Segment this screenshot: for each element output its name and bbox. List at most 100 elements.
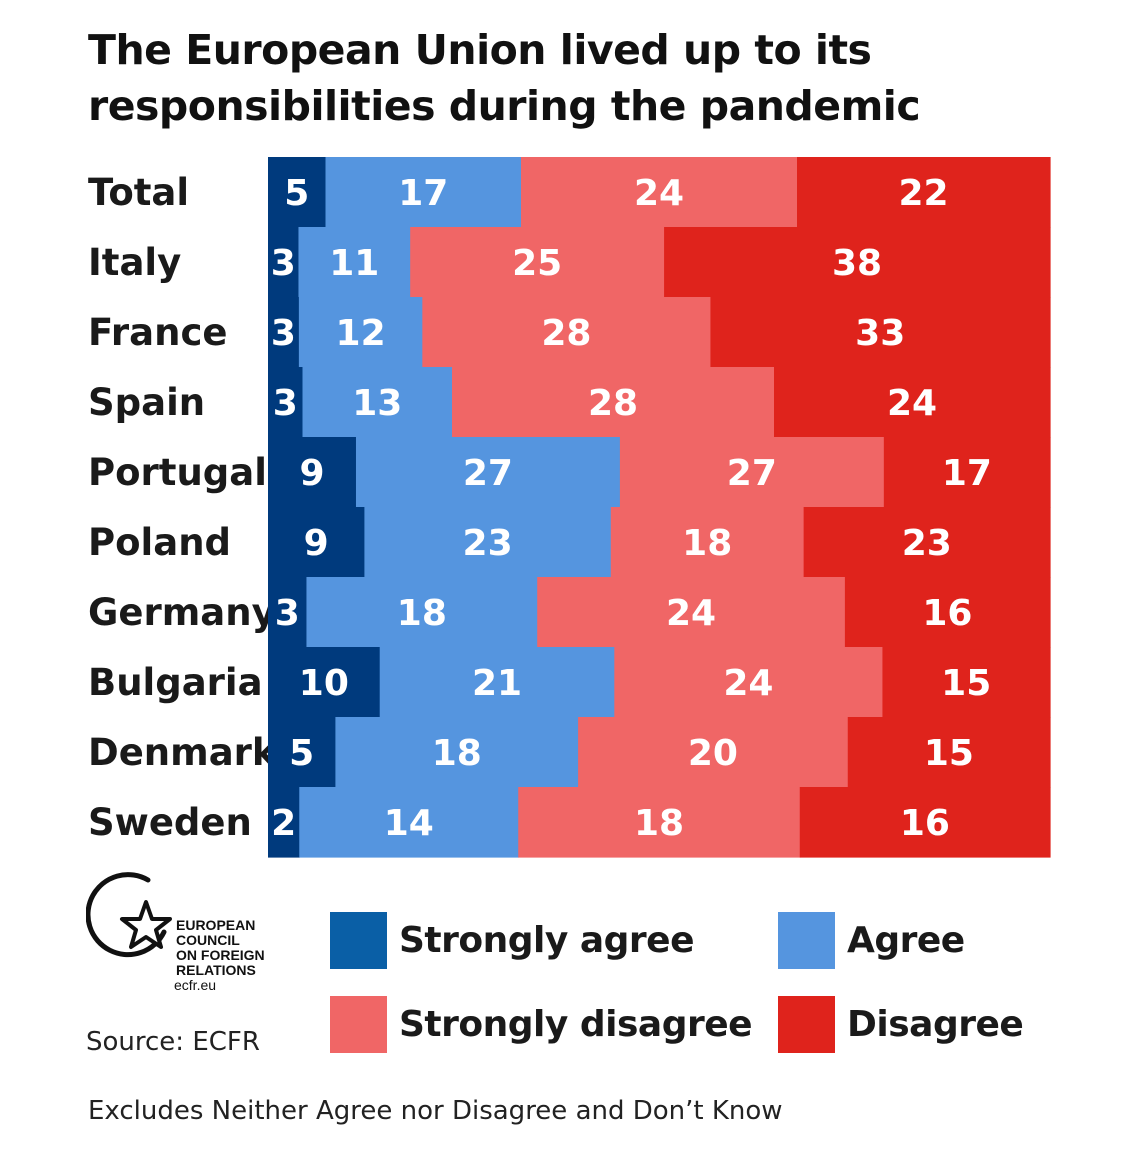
data-label: 18 xyxy=(634,803,684,844)
bar-segment-agree xyxy=(298,227,411,298)
stacked-bar-chart: Total Italy France Spain Portugal Poland Germa… xyxy=(88,157,1051,858)
data-label: 9 xyxy=(299,453,324,494)
data-label: 3 xyxy=(273,383,298,424)
data-label: 23 xyxy=(902,523,952,564)
category-label: Sweden xyxy=(88,801,252,844)
bar-segment-agree xyxy=(355,437,621,508)
bar-segment-agree xyxy=(299,787,519,858)
category-label: France xyxy=(88,311,228,354)
bar-segment-strongly-agree xyxy=(268,437,357,508)
data-label: 28 xyxy=(588,383,638,424)
data-label: 2 xyxy=(271,803,296,844)
bar-segment-agree xyxy=(298,297,423,368)
bar-segment-agree xyxy=(306,577,538,648)
bar-segment-strongly-agree xyxy=(268,507,366,578)
bar-segment-disagree xyxy=(799,787,1051,858)
data-label: 38 xyxy=(832,243,882,284)
bar-segment-agree xyxy=(364,507,612,578)
bar-segment-strongly-disagree xyxy=(422,297,712,368)
category-label: Italy xyxy=(88,241,181,284)
data-label: 5 xyxy=(284,173,309,214)
bar-segment-strongly-disagree xyxy=(518,787,801,858)
logo-text: EUROPEAN COUNCIL ON FOREIGN RELATIONS xyxy=(176,918,265,978)
data-label: 15 xyxy=(924,733,974,774)
bar-area xyxy=(268,157,1051,858)
bar-segment-disagree xyxy=(882,647,1051,718)
data-label: 24 xyxy=(634,173,684,214)
chart-title: The European Union lived up to its respo… xyxy=(88,26,921,130)
ecfr-logo: EUROPEAN COUNCIL ON FOREIGN RELATIONS ec… xyxy=(86,862,286,997)
legend-item-disagree: Disagree xyxy=(778,994,1024,1054)
data-label: 24 xyxy=(723,663,773,704)
data-label: 3 xyxy=(271,243,296,284)
data-label: 23 xyxy=(463,523,513,564)
category-label: Portugal xyxy=(88,451,267,494)
legend-swatch xyxy=(330,911,387,969)
category-label: Denmark xyxy=(88,731,278,774)
bar-segment-strongly-disagree xyxy=(537,577,846,648)
bar-segment-strongly-agree xyxy=(268,577,308,648)
value-labels: 5 17 24 223 11 25 383 12 28 333 13 28 249 27 27 179 23 18… xyxy=(271,173,992,844)
bar-segment-disagree xyxy=(710,297,1051,368)
legend-item-strongly-agree: Strongly agree xyxy=(330,910,695,970)
legend-item-strongly-disagree: Strongly disagree xyxy=(330,994,753,1054)
bar-segment-disagree xyxy=(797,157,1051,228)
data-label: 14 xyxy=(384,803,434,844)
logo-line: EUROPEAN xyxy=(176,917,256,933)
legend-label: Disagree xyxy=(847,1003,1024,1045)
data-label: 12 xyxy=(336,313,386,354)
bar-segment-strongly-disagree xyxy=(410,227,665,298)
data-label: 24 xyxy=(666,593,716,634)
bar-segment-agree xyxy=(325,157,522,228)
bar-segment-strongly-agree xyxy=(268,647,381,718)
category-label: Poland xyxy=(88,521,231,564)
data-label: 16 xyxy=(922,593,972,634)
bar-segment-strongly-disagree xyxy=(619,437,885,508)
bar-segment-disagree xyxy=(883,437,1051,508)
category-label: Bulgaria xyxy=(88,661,263,704)
category-labels: Total Italy France Spain Portugal Poland Germa… xyxy=(88,171,278,844)
bar-segment-agree xyxy=(379,647,615,718)
category-label: Spain xyxy=(88,381,205,424)
logo-url: ecfr.eu xyxy=(174,977,217,993)
bar-segment-agree xyxy=(335,717,579,788)
legend-swatch xyxy=(330,995,387,1053)
data-label: 10 xyxy=(299,663,349,704)
legend-swatch xyxy=(778,995,835,1053)
data-label: 28 xyxy=(541,313,591,354)
bar-segment-disagree xyxy=(774,367,1051,438)
category-label: Germany xyxy=(88,591,276,634)
data-label: 18 xyxy=(432,733,482,774)
legend-label: Agree xyxy=(847,919,965,961)
data-label: 27 xyxy=(463,453,513,494)
data-label: 11 xyxy=(329,243,379,284)
bar-segment-strongly-agree xyxy=(268,297,300,368)
data-label: 24 xyxy=(887,383,937,424)
bar-segment-strongly-agree xyxy=(268,787,300,858)
logo-line: RELATIONS xyxy=(176,962,256,978)
data-label: 18 xyxy=(397,593,447,634)
legend: Strongly agree Agree Strongly disagree D… xyxy=(330,910,1090,1060)
data-label: 5 xyxy=(289,733,314,774)
legend-label: Strongly disagree xyxy=(399,1003,753,1045)
data-label: 16 xyxy=(900,803,950,844)
source-note: Source: ECFR xyxy=(86,1027,260,1057)
data-label: 18 xyxy=(682,523,732,564)
data-label: 3 xyxy=(275,593,300,634)
bar-segment-strongly-agree xyxy=(268,367,304,438)
bar-segment-strongly-agree xyxy=(268,157,327,228)
bar-segment-strongly-agree xyxy=(268,717,337,788)
legend-item-agree: Agree xyxy=(778,910,965,970)
legend-label: Strongly agree xyxy=(399,919,695,961)
legend-swatch xyxy=(778,911,835,969)
bar-segment-strongly-disagree xyxy=(614,647,884,718)
bar-segment-strongly-agree xyxy=(268,227,300,298)
bar-segment-disagree xyxy=(844,577,1051,648)
data-label: 20 xyxy=(688,733,738,774)
bar-segment-agree xyxy=(302,367,453,438)
bar-segment-strongly-disagree xyxy=(578,717,849,788)
logo-line: ON FOREIGN xyxy=(176,947,265,963)
bar-segment-strongly-disagree xyxy=(610,507,805,578)
data-label: 15 xyxy=(941,663,991,704)
data-label: 25 xyxy=(512,243,562,284)
